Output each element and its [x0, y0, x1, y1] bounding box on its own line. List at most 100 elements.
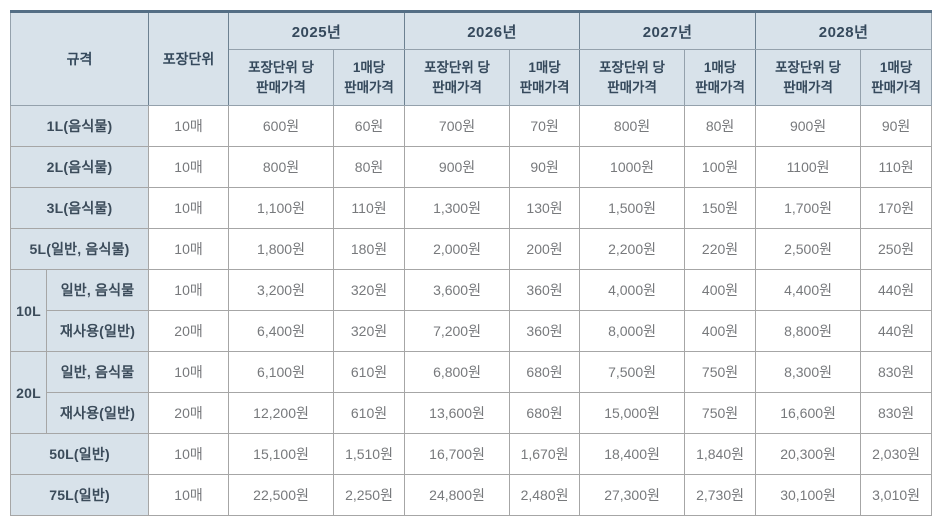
packaging-unit-cell: 10매 — [148, 228, 230, 270]
packaging-unit-column-header: 포장단위 — [148, 11, 230, 106]
row-label: 재사용(일반) — [45, 310, 150, 352]
packaging-unit-cell: 10매 — [148, 269, 230, 311]
row-group-label: 20L — [10, 351, 47, 434]
price-cell: 1,800원 — [228, 228, 335, 270]
price-cell: 12,200원 — [228, 392, 335, 434]
packaging-unit-cell: 10매 — [148, 146, 230, 188]
price-cell: 6,800원 — [404, 351, 511, 393]
per-unit-price-header-2025: 포장단위 당 판매가격 — [228, 49, 335, 106]
price-cell: 24,800원 — [404, 474, 511, 516]
row-label: 5L(일반, 음식물) — [9, 228, 150, 270]
per-unit-price-header-2028: 포장단위 당 판매가격 — [755, 49, 862, 106]
packaging-unit-cell: 20매 — [148, 310, 230, 352]
table-row: 재사용(일반) 20매 6,400원 320원 7,200원 360원 8,000원 400원… — [11, 310, 933, 352]
price-cell: 680원 — [509, 392, 581, 434]
year-header-2028: 2028년 — [755, 11, 933, 50]
price-cell: 440원 — [860, 269, 933, 311]
packaging-unit-cell: 10매 — [148, 351, 230, 393]
table-row: 75L(일반) 10매 22,500원 2,250원 24,800원 2,480원 27,3… — [9, 474, 933, 516]
price-cell: 680원 — [509, 351, 581, 393]
price-cell: 360원 — [509, 269, 581, 311]
price-cell: 3,010원 — [860, 474, 933, 516]
packaging-unit-cell: 10매 — [148, 433, 230, 475]
row-label: 일반, 음식물 — [45, 351, 150, 393]
packaging-unit-cell: 10매 — [148, 105, 230, 147]
price-cell: 90원 — [860, 105, 933, 147]
price-cell: 8,800원 — [755, 310, 862, 352]
price-cell: 30,100원 — [755, 474, 862, 516]
price-cell: 22,500원 — [228, 474, 335, 516]
price-cell: 400원 — [684, 269, 757, 311]
per-unit-price-header-2027: 포장단위 당 판매가격 — [579, 49, 686, 106]
price-cell: 170원 — [860, 187, 933, 229]
per-sheet-price-header-2026: 1매당 판매가격 — [509, 49, 581, 106]
year-header-2025: 2025년 — [228, 11, 406, 50]
row-label: 75L(일반) — [9, 474, 150, 516]
price-cell: 1,100원 — [228, 187, 335, 229]
price-cell: 800원 — [579, 105, 686, 147]
price-cell: 15,100원 — [228, 433, 335, 475]
price-cell: 320원 — [333, 269, 406, 311]
price-cell: 440원 — [860, 310, 933, 352]
row-label: 2L(음식물) — [9, 146, 150, 188]
price-cell: 250원 — [860, 228, 933, 270]
price-cell: 16,700원 — [404, 433, 511, 475]
year-header-2027: 2027년 — [579, 11, 757, 50]
price-cell: 3,200원 — [228, 269, 335, 311]
table-header: 규격 포장단위 2025년 2026년 2027년 2028년 포장단위 당 판… — [9, 11, 933, 106]
per-sheet-price-header-2025: 1매당 판매가격 — [333, 49, 406, 106]
price-cell: 200원 — [509, 228, 581, 270]
table-row: 2L(음식물) 10매 800원 80원 900원 90원 1000원 100원 1100원 11… — [9, 146, 933, 188]
price-cell: 110원 — [333, 187, 406, 229]
table-row: 5L(일반, 음식물) 10매 1,800원 180원 2,000원 200원 2,200원… — [9, 228, 933, 270]
price-cell: 8,300원 — [755, 351, 862, 393]
price-cell: 13,600원 — [404, 392, 511, 434]
per-sheet-price-header-2028: 1매당 판매가격 — [860, 49, 933, 106]
price-cell: 900원 — [404, 146, 511, 188]
row-label: 50L(일반) — [9, 433, 150, 475]
packaging-unit-cell: 20매 — [148, 392, 230, 434]
price-cell: 1,510원 — [333, 433, 406, 475]
price-cell: 1,300원 — [404, 187, 511, 229]
price-cell: 7,200원 — [404, 310, 511, 352]
price-cell: 2,730원 — [684, 474, 757, 516]
price-cell: 27,300원 — [579, 474, 686, 516]
price-cell: 150원 — [684, 187, 757, 229]
price-cell: 4,000원 — [579, 269, 686, 311]
table-row: 20L 일반, 음식물 10매 6,100원 610원 6,800원 680원 7,500원 7… — [10, 351, 933, 434]
per-sheet-price-header-2027: 1매당 판매가격 — [684, 49, 757, 106]
price-cell: 60원 — [333, 105, 406, 147]
price-cell: 180원 — [333, 228, 406, 270]
table-row: 1L(음식물) 10매 600원 60원 700원 70원 800원 80원 900원 90원 — [9, 105, 933, 147]
price-cell: 1,700원 — [755, 187, 862, 229]
price-cell: 16,600원 — [755, 392, 862, 434]
price-cell: 2,500원 — [755, 228, 862, 270]
packaging-unit-cell: 10매 — [148, 187, 230, 229]
price-table-body: 1L(음식물) 10매 600원 60원 700원 70원 800원 80원 900원 90원 2L… — [9, 105, 933, 516]
per-unit-price-header-2026: 포장단위 당 판매가격 — [404, 49, 511, 106]
year-header-2026: 2026년 — [404, 11, 581, 50]
row-label: 재사용(일반) — [45, 392, 150, 434]
price-cell: 800원 — [228, 146, 335, 188]
spec-column-header: 규격 — [9, 11, 150, 106]
price-cell: 750원 — [684, 351, 757, 393]
price-cell: 1,840원 — [684, 433, 757, 475]
price-cell: 600원 — [228, 105, 335, 147]
row-group-label: 10L — [10, 269, 47, 352]
price-cell: 900원 — [755, 105, 862, 147]
price-cell: 1000원 — [579, 146, 686, 188]
table-row: 재사용(일반) 20매 12,200원 610원 13,600원 680원 15,000원 7… — [11, 392, 933, 434]
price-cell: 8,000원 — [579, 310, 686, 352]
price-cell: 1100원 — [755, 146, 862, 188]
price-cell: 700원 — [404, 105, 511, 147]
price-cell: 360원 — [509, 310, 581, 352]
price-cell: 15,000원 — [579, 392, 686, 434]
price-cell: 18,400원 — [579, 433, 686, 475]
year-header-row: 규격 포장단위 2025년 2026년 2027년 2028년 — [9, 11, 933, 106]
price-cell: 220원 — [684, 228, 757, 270]
price-cell: 100원 — [684, 146, 757, 188]
price-cell: 320원 — [333, 310, 406, 352]
packaging-unit-cell: 10매 — [148, 474, 230, 516]
price-cell: 2,250원 — [333, 474, 406, 516]
